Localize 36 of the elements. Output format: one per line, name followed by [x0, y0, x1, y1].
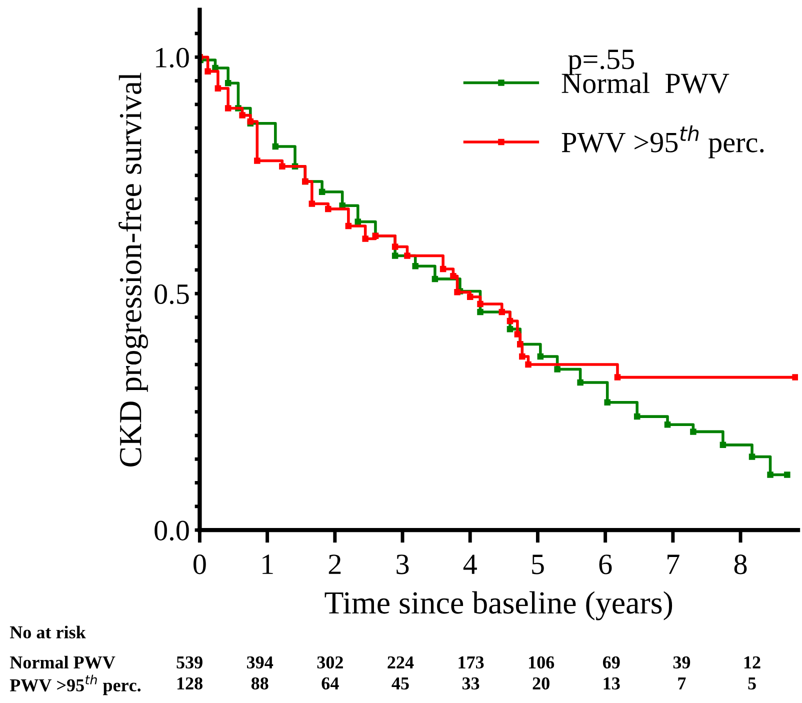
text: 69	[602, 656, 620, 669]
x-tick-label: 7	[668, 554, 680, 574]
text: 128	[177, 677, 202, 690]
text: 394	[247, 656, 274, 669]
x-tick-label: 5	[532, 554, 544, 574]
text: 7	[678, 678, 686, 690]
text: 12	[744, 656, 760, 668]
text: 88	[251, 677, 268, 690]
legend-label: PWV >95$^{th}$ perc.	[562, 125, 764, 158]
text: 106	[529, 656, 554, 669]
y-axis-title: CKD progression-free survival	[118, 72, 148, 466]
text: 20	[532, 677, 550, 690]
text: PWV >95$^{th}$ perc.	[10, 674, 141, 696]
text: 45	[392, 677, 409, 690]
y-tick-label: 0.5	[154, 284, 189, 304]
text: Normal PWV	[10, 656, 116, 669]
x-tick-label: 0	[194, 554, 206, 574]
text: 39	[673, 656, 690, 669]
text: 13	[604, 677, 620, 690]
y-tick-label: 1.0	[156, 48, 189, 68]
text: 173	[458, 656, 484, 669]
x-tick-label: 2	[328, 554, 341, 574]
x-axis-title: Time since baseline (years)	[324, 591, 672, 620]
text: No at risk	[10, 626, 86, 638]
x-tick-label: 3	[396, 554, 409, 574]
x-tick-label: 8	[734, 554, 747, 574]
x-tick-label: 4	[463, 554, 477, 574]
text: 302	[317, 656, 343, 669]
text: 539	[176, 656, 202, 669]
text: 33	[462, 677, 480, 690]
text: 224	[388, 656, 414, 668]
x-tick-label: 1	[262, 554, 273, 574]
y-tick-label: 0.0	[154, 520, 189, 541]
text: 5	[748, 678, 756, 690]
text: 64	[322, 677, 339, 690]
x-tick-label: 6	[599, 554, 612, 574]
